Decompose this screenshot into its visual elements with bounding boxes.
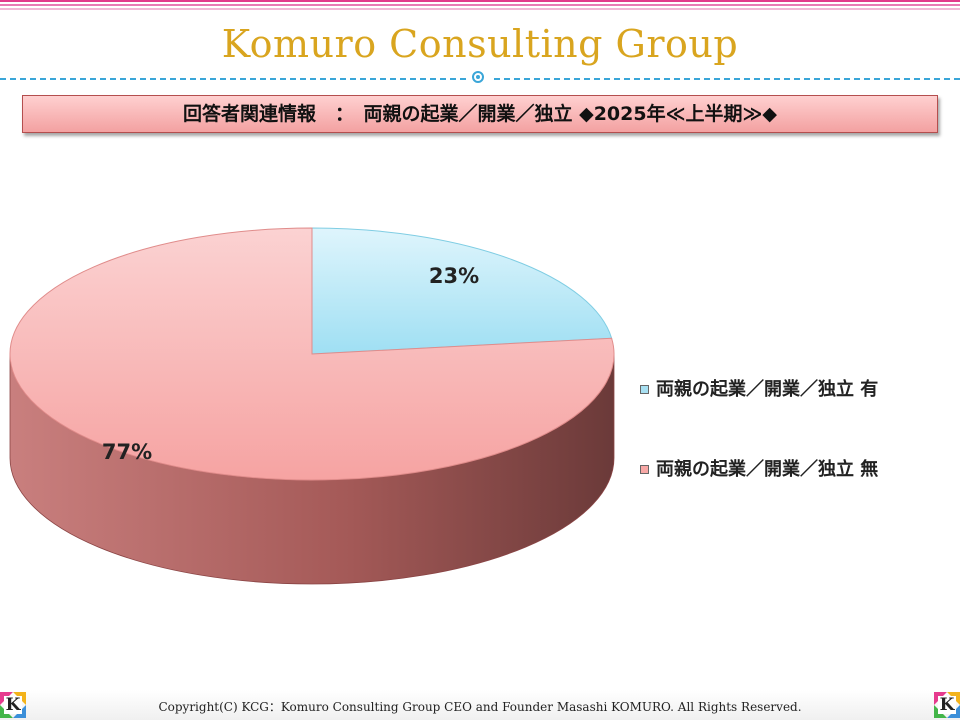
kcg-logo-icon: K [0,692,26,718]
legend-item: 両親の起業／開業／独立 無 [640,457,960,485]
divider-left [0,78,466,80]
copyright-text: Copyright(C) KCG：Komuro Consulting Group… [158,700,802,714]
legend-swatch-no [640,465,649,474]
footer: Copyright(C) KCG：Komuro Consulting Group… [0,690,960,720]
legend-swatch-yes [640,385,649,394]
top-stripe [0,0,960,14]
chart-subtitle: 回答者関連情報 ： 両親の起業／開業／独立 ◆2025年≪上半期≫◆ [182,103,777,125]
divider-ornament-icon [472,71,484,83]
legend-label: 両親の起業／開業／独立 有 [656,379,879,400]
legend-label: 両親の起業／開業／独立 無 [656,459,879,480]
pie-chart: 23% 77% [9,227,615,585]
brand-title: Komuro Consulting Group [221,22,739,66]
kcg-logo-icon: K [934,692,960,718]
pie-data-label: 77% [102,440,152,464]
chart-subtitle-banner: 回答者関連情報 ： 両親の起業／開業／独立 ◆2025年≪上半期≫◆ [22,95,938,133]
pie-data-label: 23% [429,264,479,288]
pie-slice [9,227,615,481]
divider-right [494,78,960,80]
legend-item: 両親の起業／開業／独立 有 [640,377,960,405]
pie-slice [311,227,613,355]
chart-legend: 両親の起業／開業／独立 有 両親の起業／開業／独立 無 [640,377,960,537]
